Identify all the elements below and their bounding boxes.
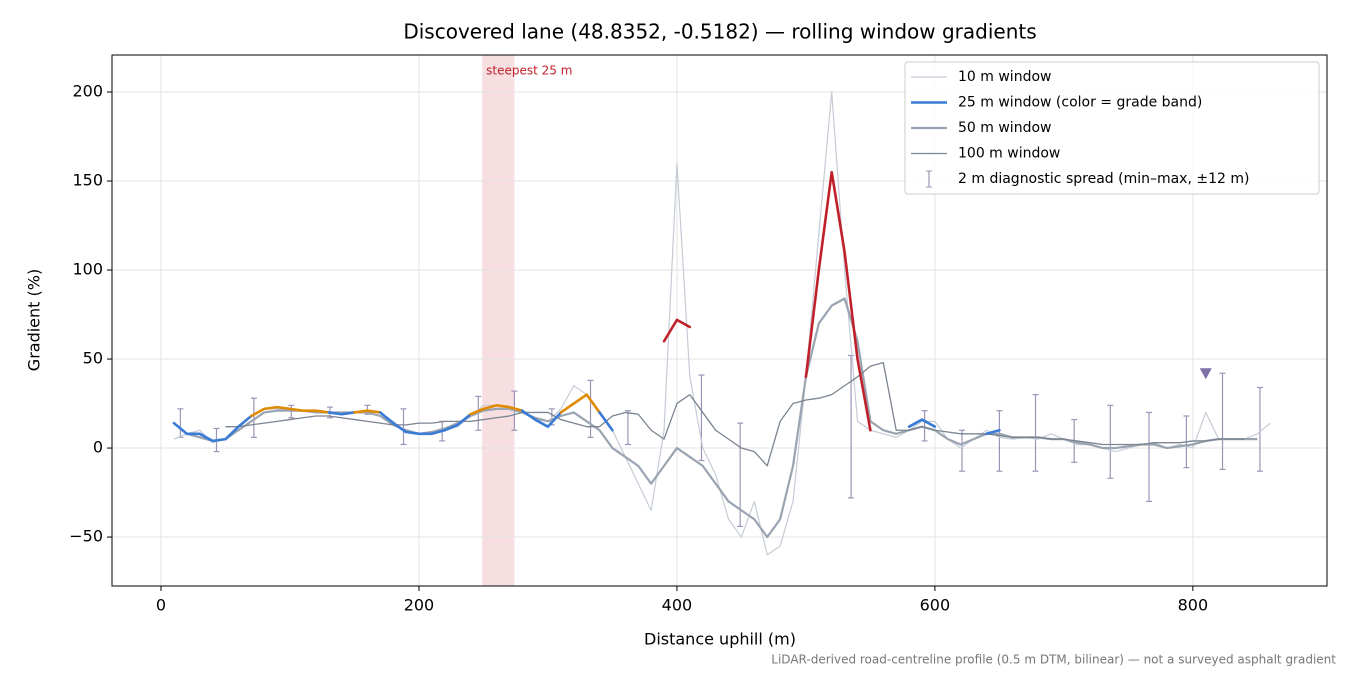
line-band <box>804 170 872 432</box>
y-tick-label: 50 <box>83 349 103 368</box>
chart-title: Discovered lane (48.8352, -0.5182) — rol… <box>403 20 1036 44</box>
line-band <box>907 418 937 428</box>
error-bar <box>1219 372 1226 471</box>
legend-box <box>904 61 1320 195</box>
x-axis-label: Distance uphill (m) <box>644 630 796 649</box>
y-axis-label: Gradient (%) <box>25 269 44 371</box>
line-band <box>469 404 524 416</box>
x-tick-label: 800 <box>1178 596 1209 615</box>
line-band <box>378 411 472 436</box>
error-bar <box>587 379 594 438</box>
y-tick-label: 0 <box>93 438 103 457</box>
error-bar <box>1256 386 1263 472</box>
y-tick-label: 200 <box>72 82 103 101</box>
line-band <box>662 318 692 343</box>
error-bar <box>1107 404 1114 479</box>
error-bar <box>624 410 631 446</box>
line-band <box>327 411 356 416</box>
highlight-label: steepest 25 m <box>486 64 572 78</box>
error-bar <box>958 429 965 472</box>
plot-frame <box>111 54 1328 587</box>
line-band <box>353 409 382 414</box>
legend-label: 10 m window <box>958 69 1051 85</box>
footnote: LiDAR-derived road-centreline profile (0… <box>771 653 1336 667</box>
y-tick-label: −50 <box>69 527 103 546</box>
error-bar <box>996 410 1003 472</box>
legend-label: 2 m diagnostic spread (min–max, ±12 m) <box>958 171 1249 187</box>
highlight-span <box>482 55 515 586</box>
error-bar <box>921 410 928 442</box>
line-band <box>172 414 253 443</box>
legend-label: 100 m window <box>958 146 1060 162</box>
error-bar <box>848 354 855 499</box>
x-tick-label: 200 <box>404 596 435 615</box>
error-bar <box>1146 411 1153 503</box>
y-tick-label: 100 <box>72 260 103 279</box>
legend-label: 50 m window <box>958 120 1051 136</box>
error-bar <box>400 408 407 446</box>
line-band <box>249 405 330 418</box>
x-tick-label: 400 <box>662 596 693 615</box>
x-tick-label: 600 <box>920 596 951 615</box>
x-tick-label: 0 <box>156 596 166 615</box>
line-band <box>559 393 601 414</box>
error-bar <box>1032 394 1039 472</box>
line-band <box>985 428 1001 436</box>
line <box>186 297 1258 539</box>
legend-label: 25 m window (color = grade band) <box>958 95 1202 111</box>
line-band <box>520 409 563 428</box>
line-band <box>598 411 614 432</box>
error-bar <box>250 397 257 438</box>
y-tick-label: 150 <box>72 171 103 190</box>
error-bar <box>698 374 705 462</box>
flag-marker <box>1199 368 1212 380</box>
